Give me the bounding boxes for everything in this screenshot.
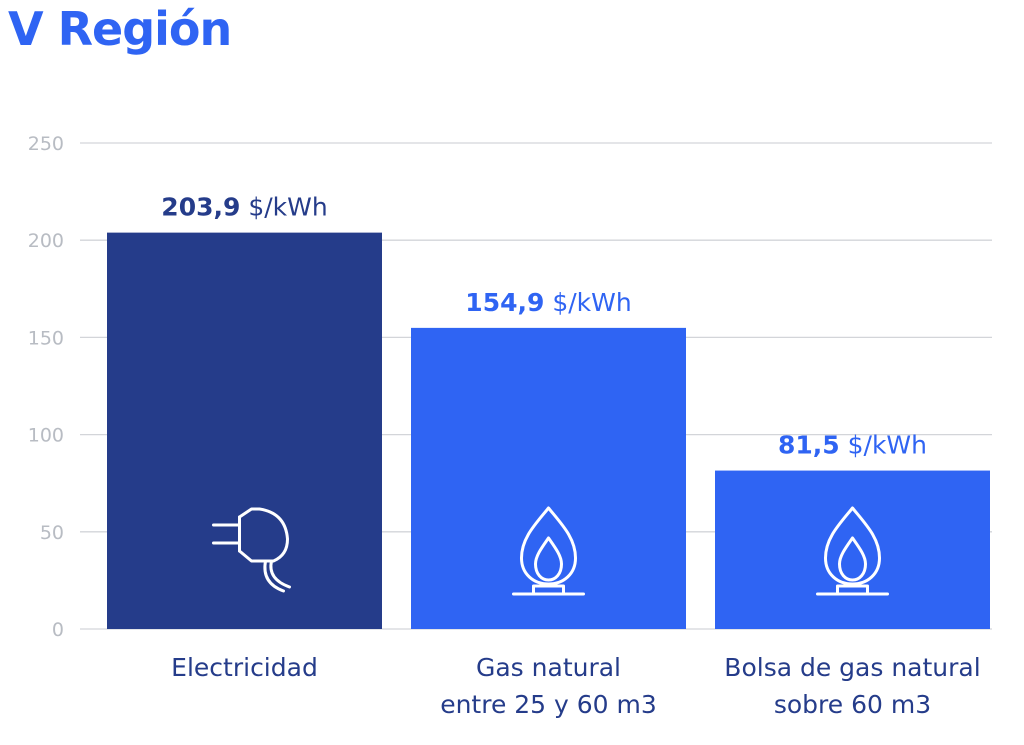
bar	[107, 232, 382, 629]
gas-flame-icon	[512, 506, 585, 596]
y-tick-label: 250	[28, 133, 64, 155]
y-tick-label: 200	[28, 230, 64, 252]
gas-flame-icon	[816, 506, 889, 596]
value-label: 203,9 $/kWh	[161, 193, 327, 222]
y-tick-label: 0	[52, 619, 64, 641]
y-tick-label: 100	[28, 425, 64, 447]
page-title: V Región	[8, 2, 232, 56]
y-tick-label: 150	[28, 327, 64, 349]
category-label: Bolsa de gas natural sobre 60 m3	[724, 653, 980, 719]
value-label: 154,9 $/kWh	[465, 288, 631, 317]
bar	[715, 470, 990, 629]
category-label: Gas natural entre 25 y 60 m3	[440, 653, 657, 719]
category-label: Electricidad	[171, 653, 318, 682]
plug-icon	[212, 507, 291, 593]
value-label: 81,5 $/kWh	[778, 431, 927, 460]
y-tick-label: 50	[40, 522, 64, 544]
